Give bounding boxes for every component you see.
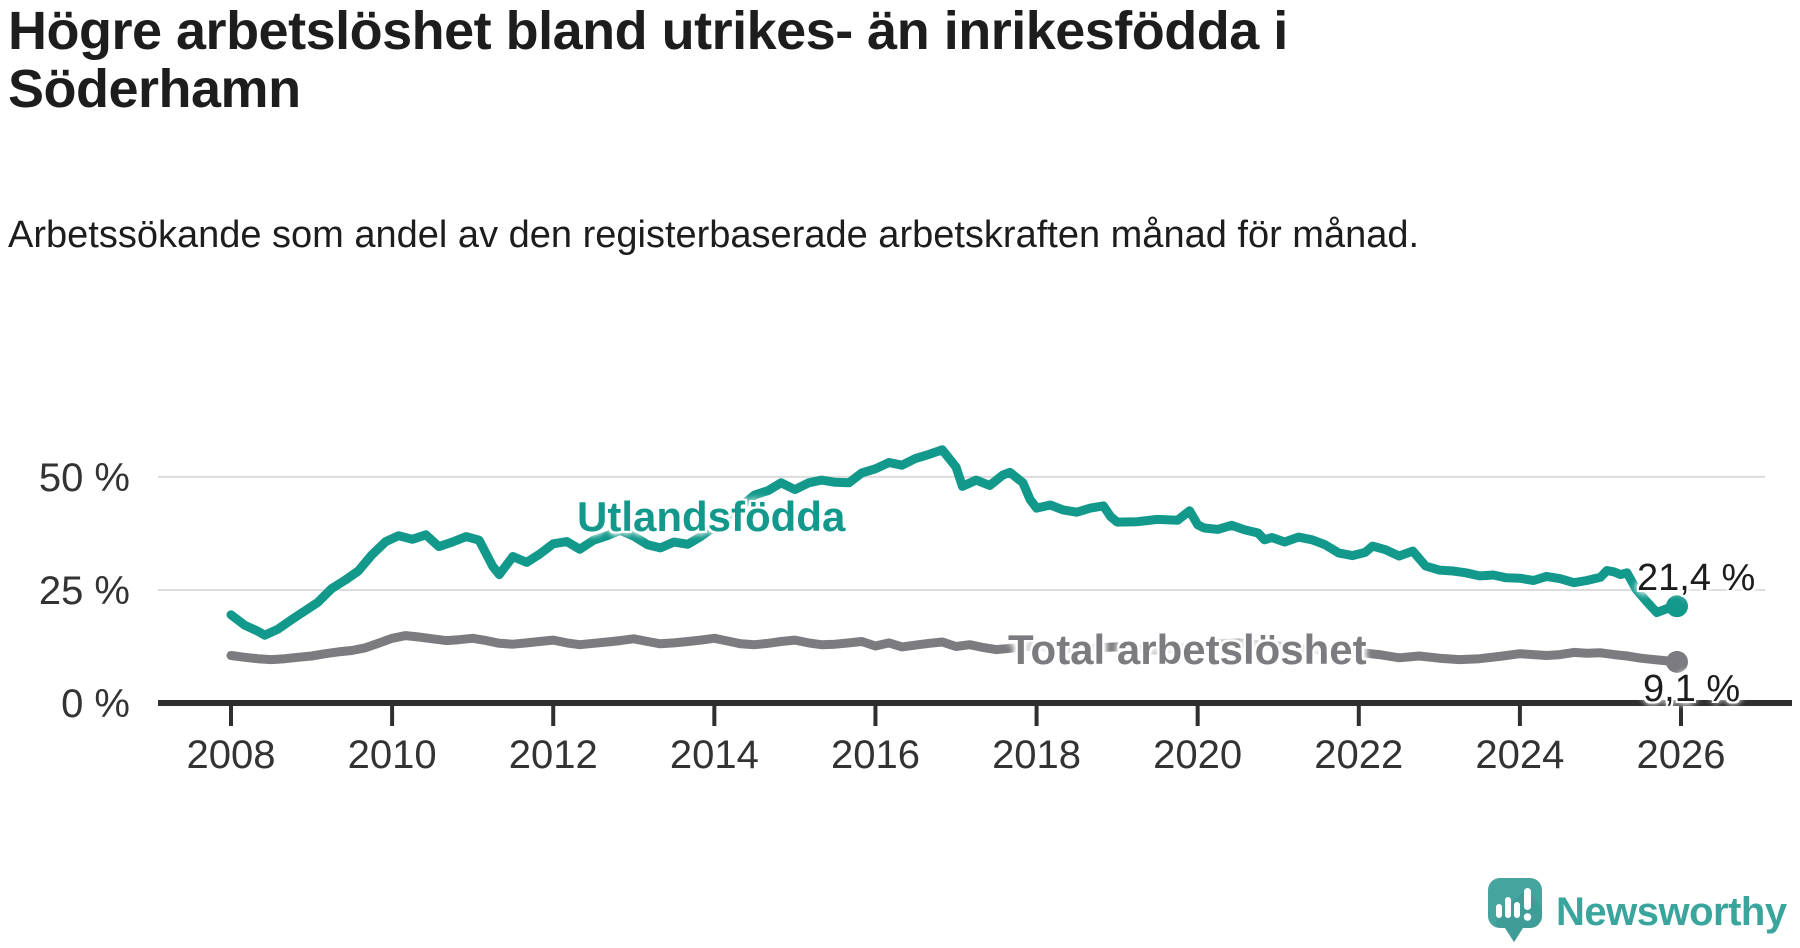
series-line-total-arbetsl-shet — [226, 631, 1682, 667]
y-tick-label-50: 50 % — [39, 456, 130, 500]
x-tick-label-2012: 2012 — [509, 733, 598, 777]
x-tick-label-2026: 2026 — [1637, 733, 1726, 777]
chart-subtitle: Arbetssökande som andel av den registerb… — [8, 214, 1420, 256]
end-value-label-total: 9,1 % — [1643, 668, 1741, 710]
series-end-dot-total-arbetsl-shet — [1665, 650, 1688, 673]
newsworthy-logo-text: Newsworthy — [1556, 889, 1787, 934]
newsworthy-logo[interactable]: Newsworthy — [1488, 878, 1787, 946]
x-tick-label-2018: 2018 — [992, 733, 1081, 777]
x-tick-label-2016: 2016 — [831, 733, 920, 777]
series-end-dot-utlandsf-dda — [1665, 595, 1688, 618]
y-tick-label-25: 25 % — [39, 569, 130, 613]
x-tick-label-2022: 2022 — [1314, 733, 1403, 777]
x-tick-label-2014: 2014 — [670, 733, 759, 777]
chart-title: Högre arbetslöshet bland utrikes- än inr… — [8, 1, 1288, 120]
newsworthy-icon — [1488, 878, 1542, 942]
end-value-label-utlandsfodda: 21,4 % — [1637, 557, 1756, 599]
series-line-utlandsf-dda — [226, 445, 1682, 640]
x-tick-label-2020: 2020 — [1153, 733, 1242, 777]
series-label-utlandsfodda: Utlandsfödda — [577, 493, 846, 540]
x-tick-label-2008: 2008 — [187, 733, 276, 777]
series-label-total-arbetsloshet: Total arbetslöshet — [1008, 626, 1367, 673]
y-tick-label-0: 0 % — [61, 682, 130, 726]
x-tick-label-2010: 2010 — [348, 733, 437, 777]
x-tick-label-2024: 2024 — [1475, 733, 1564, 777]
